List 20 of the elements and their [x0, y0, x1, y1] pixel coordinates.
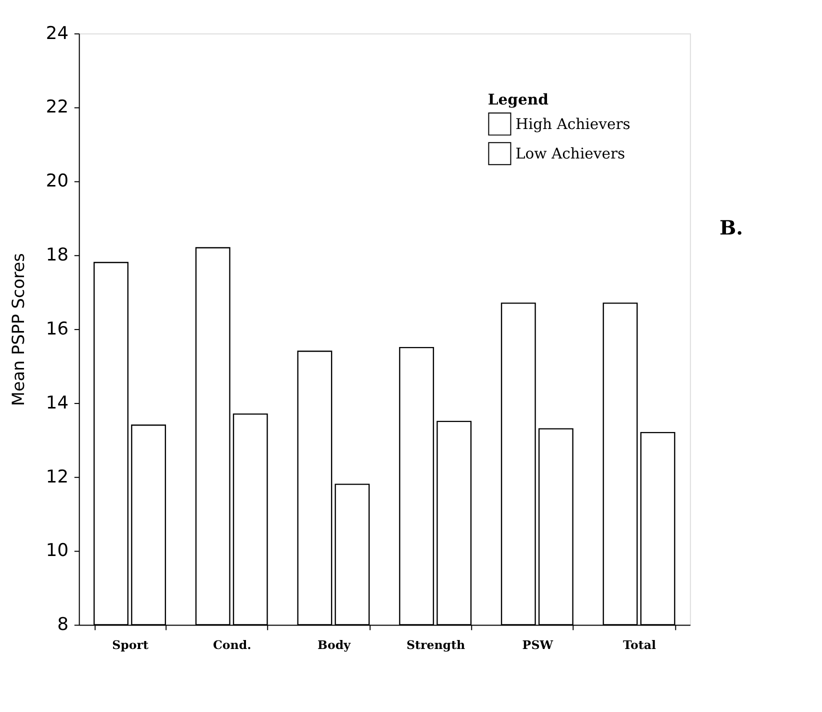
y-tick-label: 22 [46, 98, 68, 118]
y-tick-label: 12 [46, 467, 68, 488]
x-tick-label: Strength [406, 638, 466, 652]
y-axis-title: Mean PSPP Scores [8, 253, 28, 406]
x-tick-label: PSW [522, 638, 554, 652]
y-tick-label: 18 [46, 246, 68, 266]
y-tick-label: 16 [46, 319, 68, 340]
legend-title: Legend [488, 91, 548, 108]
x-tick-label: Total [623, 638, 656, 652]
legend-label: High Achievers [515, 116, 630, 133]
x-tick-label: Cond. [212, 638, 252, 652]
y-tick-label: 8 [57, 615, 68, 636]
y-tick-label: 20 [46, 172, 68, 192]
y-tick-label: 24 [46, 24, 68, 44]
y-tick-label: 10 [46, 541, 68, 562]
x-tick-label: Sport [112, 638, 149, 652]
y-tick-label: 14 [46, 393, 68, 414]
text: B. [719, 215, 744, 240]
legend-label: Low Achievers [515, 146, 626, 163]
x-tick-label: Body [317, 638, 352, 652]
